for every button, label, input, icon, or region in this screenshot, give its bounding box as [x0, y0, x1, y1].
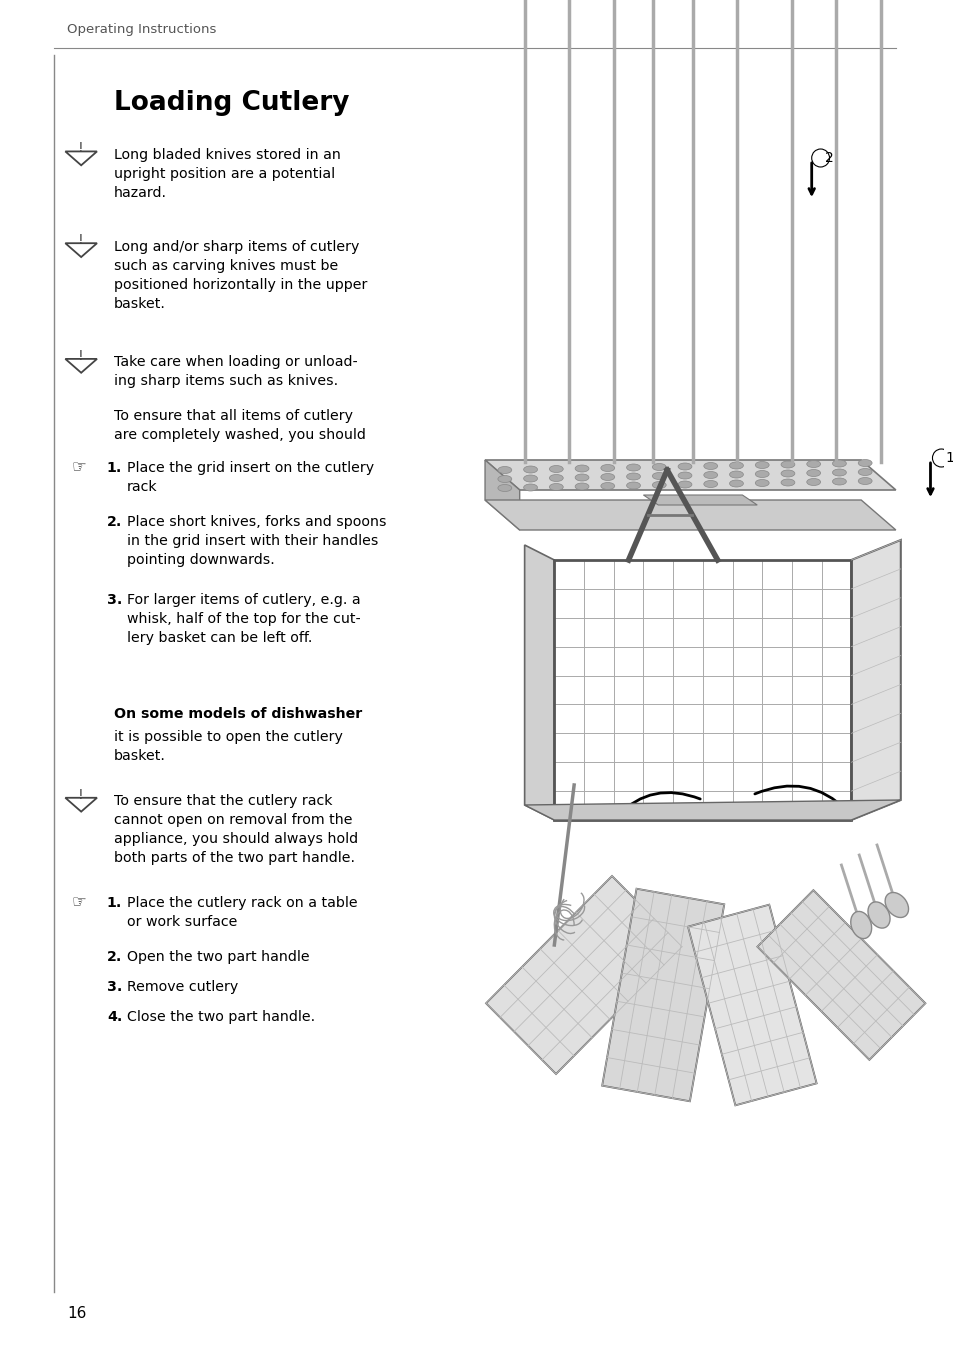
Polygon shape	[757, 890, 924, 1060]
Ellipse shape	[497, 476, 511, 483]
Polygon shape	[687, 904, 816, 1106]
Text: Open the two part handle: Open the two part handle	[127, 950, 309, 964]
Ellipse shape	[626, 473, 639, 480]
Text: it is possible to open the cutlery
basket.: it is possible to open the cutlery baske…	[113, 730, 342, 764]
Ellipse shape	[729, 470, 742, 479]
Polygon shape	[601, 888, 723, 1102]
Ellipse shape	[600, 483, 614, 489]
Text: !: !	[78, 349, 84, 362]
Text: Place the grid insert on the cutlery
rack: Place the grid insert on the cutlery rac…	[127, 461, 374, 493]
Text: To ensure that the cutlery rack
cannot open on removal from the
appliance, you s: To ensure that the cutlery rack cannot o…	[113, 795, 357, 865]
Ellipse shape	[781, 470, 794, 477]
Polygon shape	[484, 500, 895, 530]
Ellipse shape	[858, 469, 871, 476]
Ellipse shape	[575, 465, 588, 472]
Text: 3.: 3.	[107, 592, 122, 607]
Text: Loading Cutlery: Loading Cutlery	[113, 91, 349, 116]
Text: Operating Instructions: Operating Instructions	[68, 23, 216, 37]
Ellipse shape	[858, 460, 871, 466]
Ellipse shape	[781, 479, 794, 485]
Polygon shape	[484, 460, 519, 530]
Ellipse shape	[832, 460, 845, 466]
Text: Long and/or sharp items of cutlery
such as carving knives must be
positioned hor: Long and/or sharp items of cutlery such …	[113, 239, 367, 311]
Text: Close the two part handle.: Close the two part handle.	[127, 1010, 314, 1023]
Ellipse shape	[600, 465, 614, 472]
Ellipse shape	[755, 470, 768, 477]
Text: 1: 1	[944, 452, 953, 465]
Ellipse shape	[703, 462, 717, 469]
Text: 16: 16	[68, 1306, 87, 1321]
Text: To ensure that all items of cutlery
are completely washed, you should: To ensure that all items of cutlery are …	[113, 410, 365, 442]
Ellipse shape	[867, 902, 889, 927]
Ellipse shape	[523, 484, 537, 491]
Ellipse shape	[703, 472, 717, 479]
Ellipse shape	[832, 469, 845, 476]
Ellipse shape	[652, 464, 665, 470]
Ellipse shape	[858, 477, 871, 484]
Text: Place short knives, forks and spoons
in the grid insert with their handles
point: Place short knives, forks and spoons in …	[127, 515, 386, 566]
Ellipse shape	[755, 480, 768, 487]
Text: 4.: 4.	[107, 1010, 122, 1023]
Text: ☞: ☞	[71, 458, 87, 476]
Ellipse shape	[523, 475, 537, 483]
Text: 3.: 3.	[107, 980, 122, 994]
Ellipse shape	[626, 464, 639, 470]
Text: Place the cutlery rack on a table
or work surface: Place the cutlery rack on a table or wor…	[127, 896, 357, 929]
Ellipse shape	[850, 911, 871, 938]
Ellipse shape	[497, 466, 511, 473]
Ellipse shape	[549, 484, 562, 491]
Ellipse shape	[729, 462, 742, 469]
Ellipse shape	[652, 481, 665, 488]
Ellipse shape	[806, 479, 820, 485]
Polygon shape	[850, 539, 900, 821]
Ellipse shape	[832, 479, 845, 485]
Ellipse shape	[755, 461, 768, 469]
Ellipse shape	[678, 481, 691, 488]
Text: !: !	[78, 788, 84, 802]
Polygon shape	[485, 876, 681, 1073]
Text: Take care when loading or unload-
ing sharp items such as knives.: Take care when loading or unload- ing sh…	[113, 356, 357, 388]
Ellipse shape	[549, 465, 562, 472]
Text: Long bladed knives stored in an
upright position are a potential
hazard.: Long bladed knives stored in an upright …	[113, 147, 340, 200]
Ellipse shape	[703, 480, 717, 488]
Ellipse shape	[575, 475, 588, 481]
Ellipse shape	[806, 469, 820, 476]
Text: On some models of dishwasher: On some models of dishwasher	[113, 707, 362, 721]
Ellipse shape	[523, 466, 537, 473]
Text: ☞: ☞	[71, 894, 87, 911]
Text: !: !	[78, 142, 84, 155]
Ellipse shape	[806, 461, 820, 468]
Text: !: !	[78, 233, 84, 247]
Ellipse shape	[549, 475, 562, 481]
Text: 1.: 1.	[107, 461, 122, 475]
Ellipse shape	[678, 462, 691, 470]
Polygon shape	[642, 495, 757, 506]
Ellipse shape	[729, 480, 742, 487]
Text: 2.: 2.	[107, 950, 122, 964]
Text: 2: 2	[823, 151, 833, 165]
Ellipse shape	[884, 892, 907, 918]
Ellipse shape	[781, 461, 794, 468]
Text: 1.: 1.	[107, 896, 122, 910]
Ellipse shape	[575, 483, 588, 489]
Polygon shape	[524, 545, 554, 821]
Ellipse shape	[652, 472, 665, 480]
Text: For larger items of cutlery, e.g. a
whisk, half of the top for the cut-
lery bas: For larger items of cutlery, e.g. a whis…	[127, 592, 360, 645]
Polygon shape	[484, 460, 895, 489]
Text: 2.: 2.	[107, 515, 122, 529]
Polygon shape	[524, 800, 900, 821]
Ellipse shape	[678, 472, 691, 479]
Ellipse shape	[626, 483, 639, 489]
Text: Remove cutlery: Remove cutlery	[127, 980, 237, 994]
Ellipse shape	[600, 473, 614, 480]
Ellipse shape	[497, 484, 511, 492]
